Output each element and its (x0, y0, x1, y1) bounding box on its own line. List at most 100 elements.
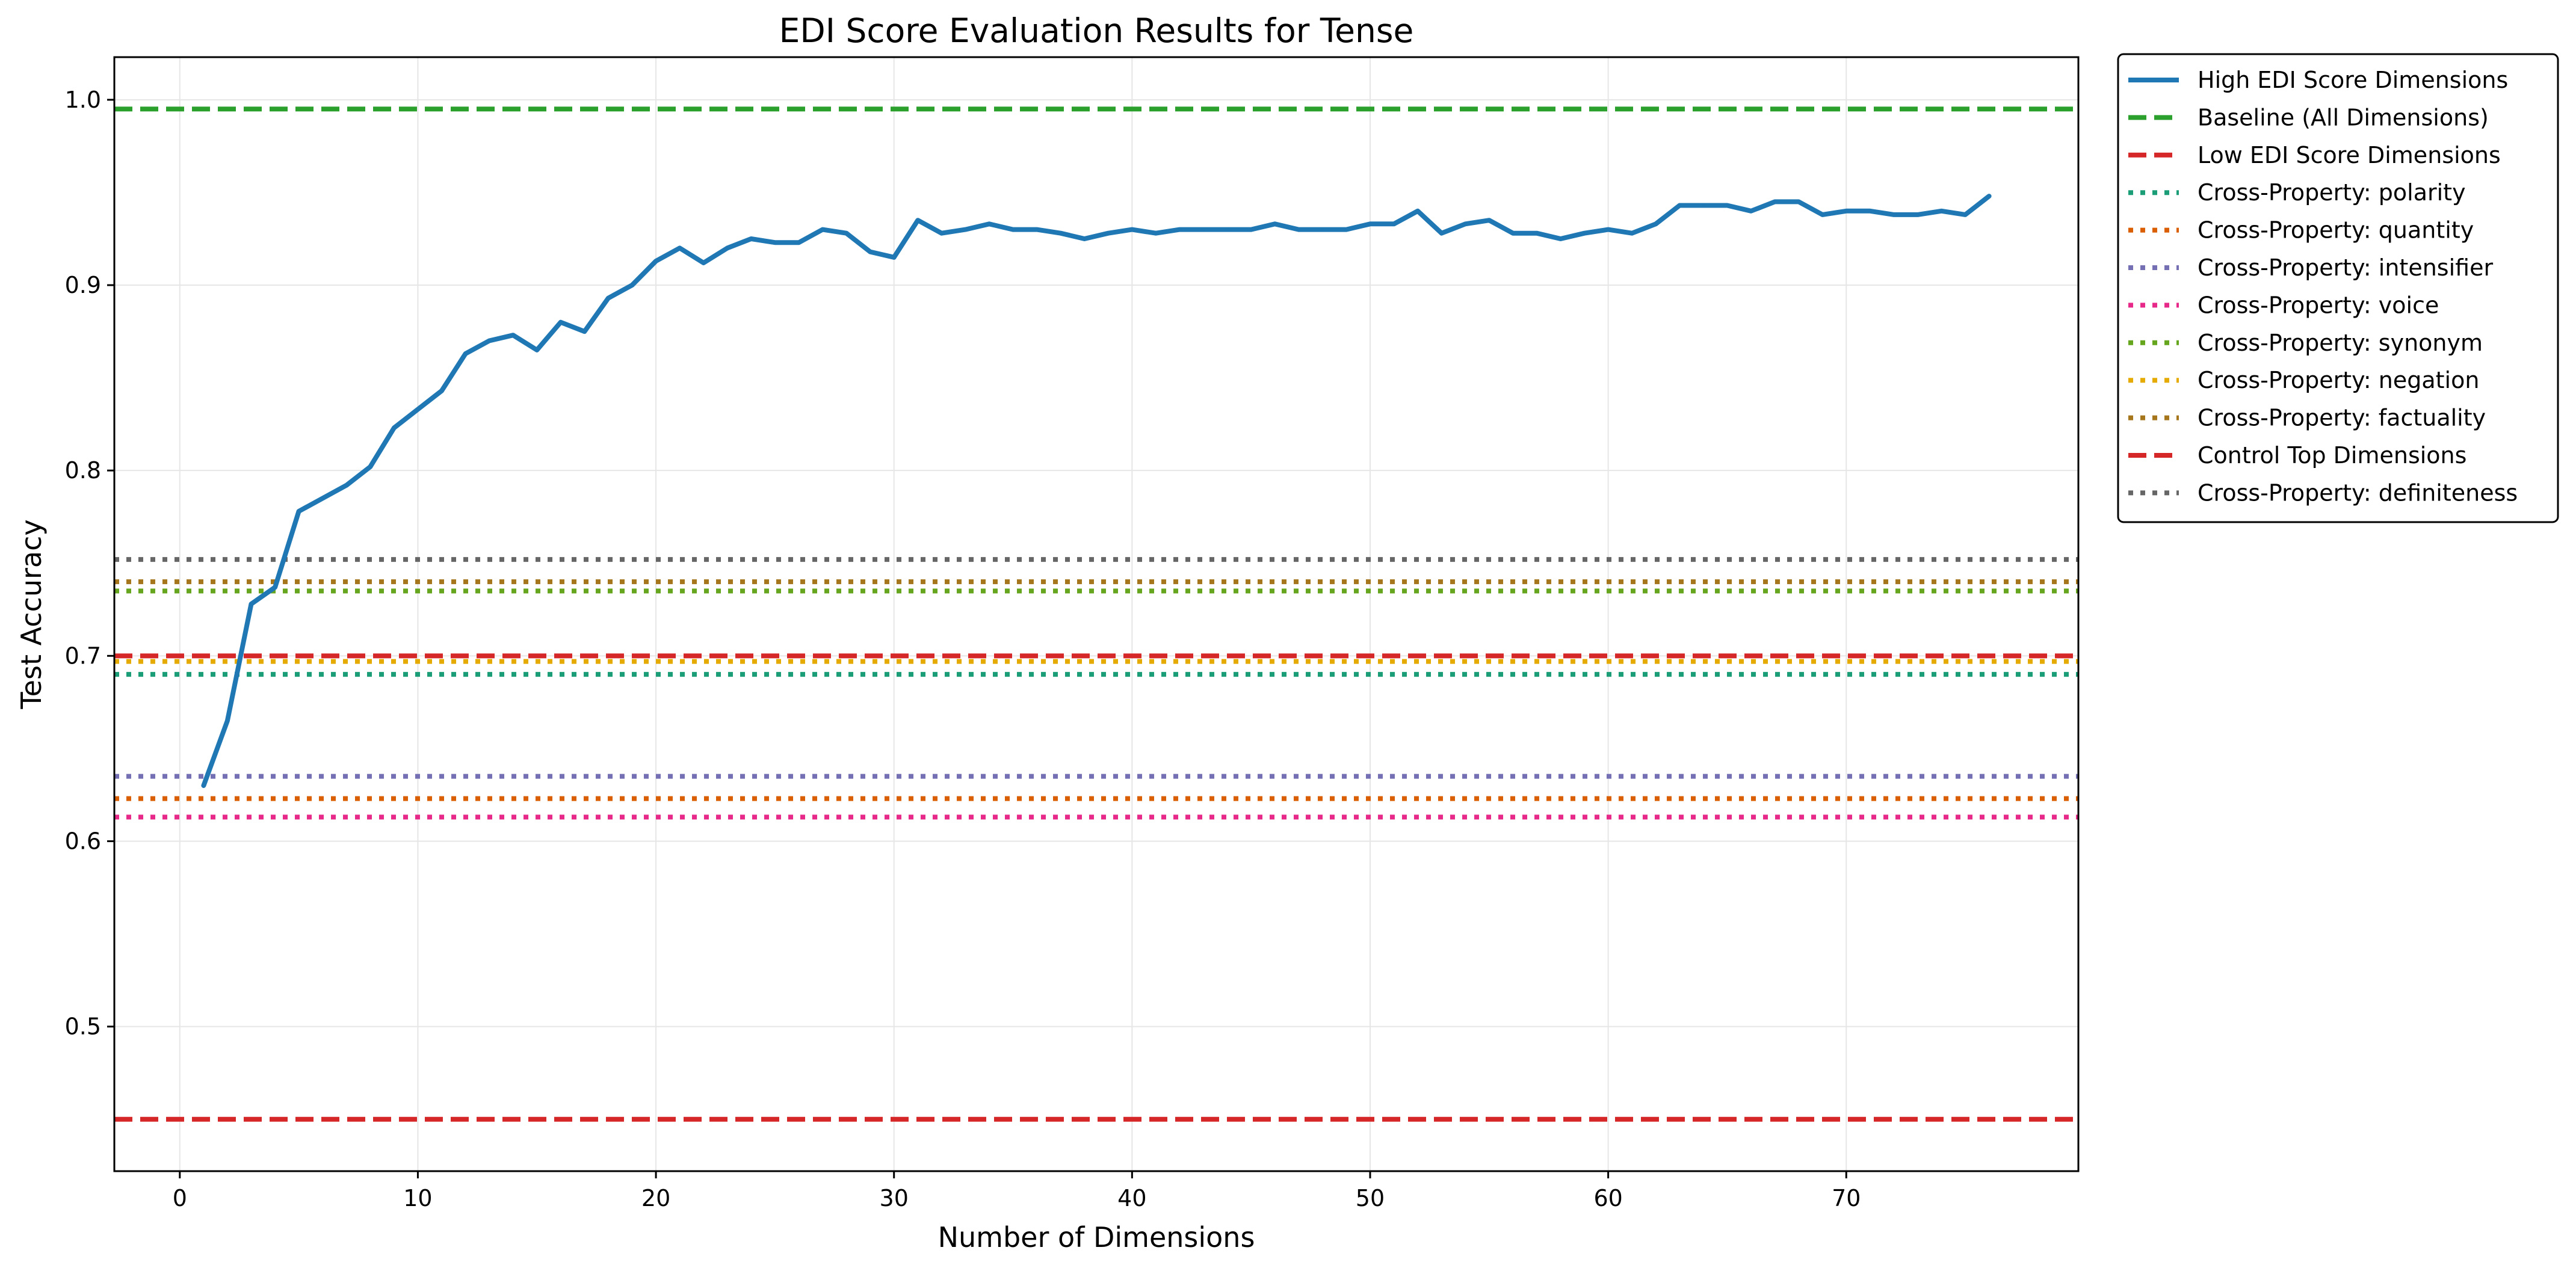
x-tick-label: 60 (1593, 1185, 1622, 1211)
data-point (1202, 229, 1205, 231)
data-point (1702, 205, 1705, 207)
x-tick-label: 0 (173, 1185, 187, 1211)
data-point (1797, 200, 1800, 203)
data-point (607, 297, 610, 300)
data-point (465, 352, 467, 355)
legend-label: Control Top Dimensions (2198, 442, 2466, 469)
data-point (1583, 232, 1586, 235)
data-point (869, 251, 871, 253)
x-tick-label: 70 (1832, 1185, 1861, 1211)
y-tick-label: 0.6 (65, 828, 101, 854)
data-point (1845, 210, 1847, 212)
x-axis-ticks: 0 10 20 30 40 50 60 70 (173, 1171, 1861, 1211)
legend: High EDI Score Dimensions Baseline (All D… (2117, 53, 2559, 523)
data-point (988, 223, 990, 225)
data-point (1536, 232, 1538, 235)
data-point (1321, 229, 1324, 231)
data-point (821, 229, 824, 231)
data-point (1892, 214, 1895, 216)
y-tick-label: 0.7 (65, 642, 101, 669)
data-point (1441, 232, 1443, 235)
data-point (1131, 229, 1133, 231)
data-point (1488, 219, 1490, 221)
data-point (655, 260, 657, 262)
data-point (512, 334, 514, 336)
data-point (298, 510, 300, 512)
legend-label: Cross-Property: factuality (2198, 405, 2486, 431)
data-point (416, 408, 419, 410)
plot-frame (113, 56, 2080, 1172)
data-point (1416, 210, 1419, 212)
y-axis-label: Test Accuracy (15, 519, 48, 709)
legend-label: Cross-Property: synonym (2198, 330, 2483, 356)
legend-label: Cross-Property: intensifier (2198, 254, 2493, 281)
x-tick-label: 50 (1356, 1185, 1385, 1211)
data-point (1369, 223, 1371, 225)
data-point (250, 603, 252, 605)
y-tick-label: 0.9 (65, 272, 101, 298)
chart-title: EDI Score Evaluation Results for Tense (779, 11, 1414, 50)
data-point (536, 349, 538, 351)
legend-label: Cross-Property: negation (2198, 367, 2479, 393)
data-point (1226, 229, 1229, 231)
y-tick-label: 0.8 (65, 457, 101, 484)
y-tick-label: 1.0 (65, 87, 101, 113)
data-point (1512, 232, 1514, 235)
data-point (1559, 238, 1561, 240)
data-point (1988, 195, 1991, 197)
y-axis-ticks: 0.5 0.6 0.7 0.8 0.9 1.0 (65, 87, 114, 1040)
data-point (202, 784, 205, 787)
data-point (583, 330, 585, 333)
x-axis-label: Number of Dimensions (938, 1221, 1255, 1254)
data-point (560, 321, 562, 324)
data-point (1869, 210, 1871, 212)
data-point (1917, 214, 1919, 216)
y-tick-label: 0.5 (65, 1014, 101, 1040)
data-point (964, 229, 966, 231)
legend-label: Low EDI Score Dimensions (2198, 142, 2501, 168)
plot-series (114, 106, 2078, 1122)
data-point (393, 426, 395, 429)
data-point (1821, 214, 1824, 216)
data-point (702, 262, 705, 264)
data-point (679, 247, 681, 249)
legend-label: Cross-Property: definiteness (2198, 479, 2518, 506)
data-point (1678, 205, 1681, 207)
data-point (369, 466, 371, 468)
data-point (1155, 232, 1157, 235)
data-point (750, 238, 752, 240)
data-point (1607, 229, 1610, 231)
data-point (916, 219, 919, 221)
legend-label: Cross-Property: polarity (2198, 179, 2466, 206)
x-tick-label: 40 (1117, 1185, 1146, 1211)
legend-label: Cross-Property: quantity (2198, 217, 2474, 244)
data-point (1178, 229, 1181, 231)
data-point (1631, 232, 1633, 235)
data-point (488, 339, 490, 342)
data-point (1464, 223, 1466, 225)
data-point (631, 284, 634, 286)
series-line-high-edi-score-dimensions (201, 194, 1992, 788)
data-point (1274, 223, 1276, 225)
x-tick-label: 10 (403, 1185, 432, 1211)
data-point (274, 586, 276, 588)
data-point (941, 232, 943, 235)
x-tick-label: 20 (641, 1185, 670, 1211)
data-point (1036, 229, 1038, 231)
x-tick-label: 30 (880, 1185, 909, 1211)
data-point (774, 241, 776, 244)
data-point (1750, 210, 1752, 212)
data-point (1250, 229, 1252, 231)
data-point (1345, 229, 1347, 231)
legend-label: Cross-Property: voice (2198, 292, 2439, 318)
data-point (1941, 210, 1943, 212)
data-point (1393, 223, 1395, 225)
data-point (797, 241, 800, 244)
data-point (1774, 200, 1776, 203)
data-point (226, 719, 229, 722)
data-point (893, 256, 895, 259)
legend-label: Baseline (All Dimensions) (2198, 104, 2489, 131)
data-point (1083, 238, 1086, 240)
data-point (726, 247, 729, 249)
